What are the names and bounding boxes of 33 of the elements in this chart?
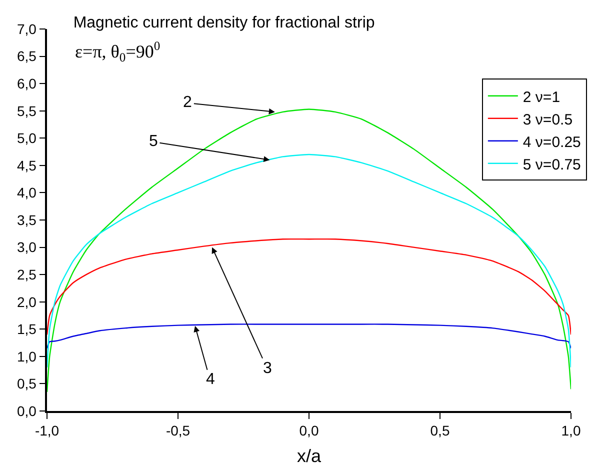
line-series [47,238,571,336]
x-tick-label: 0,0 [299,422,319,439]
legend-label: 2 ν=1 [522,88,560,106]
y-tick-label: 3,5 [16,212,37,228]
y-tick-label: 6,0 [16,75,37,92]
legend-label: 3 ν=0.5 [522,111,573,128]
y-tick-label: 4,0 [16,184,37,201]
y-tick-label: 7,0 [16,20,37,37]
x-axis-title: x/a [296,446,322,466]
annotation: 5 [149,133,158,150]
line-series [47,324,571,349]
annotation: 2 [183,94,192,111]
y-tick-label: 5,0 [16,130,37,146]
y-tick-label: 0,0 [16,402,37,419]
legend-label: 4 ν=0.25 [522,134,581,151]
x-tick-label: 0,5 [430,422,450,439]
y-tick-label: 2,0 [16,294,37,310]
y-tick-label: 5,5 [16,102,37,119]
x-tick-label: 1,0 [561,422,581,439]
y-tick-label: 4,5 [16,157,37,174]
chart-title: Magnetic current density for fractional strip [73,14,375,32]
y-tick-label: 2,5 [16,266,37,282]
text: ε=π, θ$_{0}$=90$^{0}$ [75,39,160,64]
y-tick-label: 6,5 [16,48,37,64]
y-tick-label: 0,5 [16,376,37,392]
legend-label: 5 ν=0.75 [522,156,581,174]
annotation: 3 [263,360,272,377]
x-tick-label: -1,0 [34,422,60,439]
y-tick-label: 1,0 [16,348,37,364]
y-tick-label: 1,5 [16,321,37,338]
y-tick-label: 3,0 [16,239,37,256]
annotation: 4 [206,371,215,388]
x-tick-label: -0,5 [166,422,190,439]
